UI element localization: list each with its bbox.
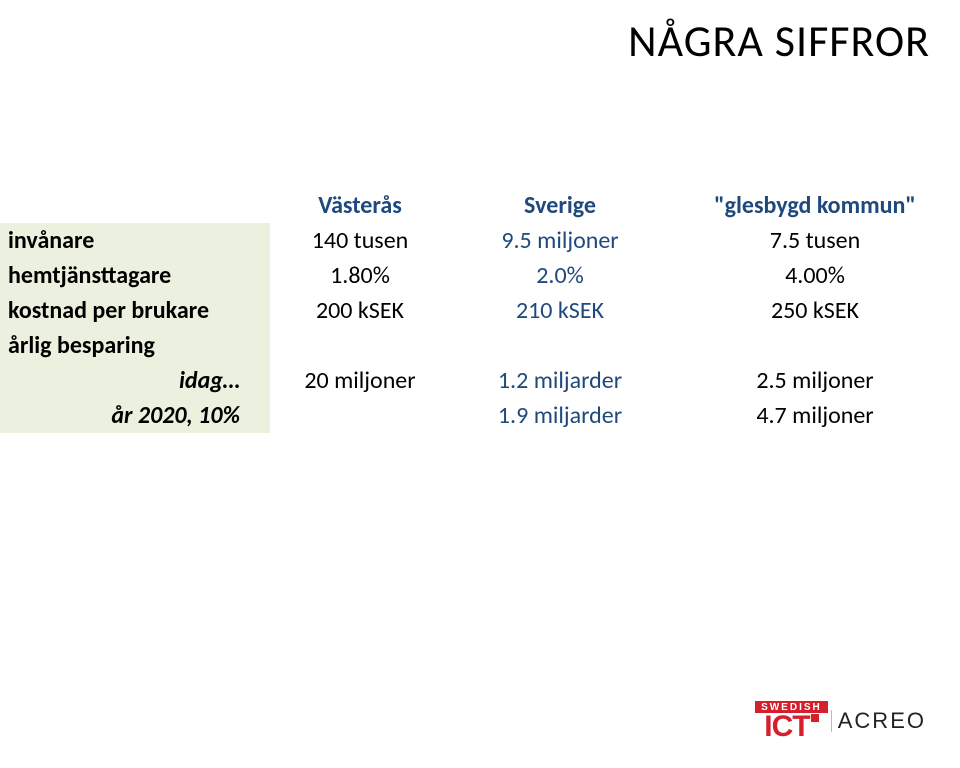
swedish-ict-logo: SWEDISH ICT [755, 701, 828, 740]
cell: 1.9 miljarder [450, 398, 670, 433]
cell: 20 miljoner [270, 363, 450, 398]
cell: 200 kSEK [270, 293, 450, 328]
cell: 4.00% [670, 258, 960, 293]
row-label: årlig besparing [0, 328, 270, 363]
row-label: invånare [0, 223, 270, 258]
cell: 2.0% [450, 258, 670, 293]
row-label: idag… [0, 363, 270, 398]
table-row: år 2020, 10% 1.9 miljarder 4.7 miljoner [0, 398, 960, 433]
logo-ict-text: ICT [764, 713, 818, 740]
table-row: hemtjänsttagare 1.80% 2.0% 4.00% [0, 258, 960, 293]
cell: 7.5 tusen [670, 223, 960, 258]
table-row: kostnad per brukare 200 kSEK 210 kSEK 25… [0, 293, 960, 328]
cell: 1.2 miljarder [450, 363, 670, 398]
footer-logo: SWEDISH ICT ACREO [755, 701, 926, 740]
col-header-glesbygd: "glesbygd kommun" [670, 188, 960, 223]
cell: 4.7 miljoner [670, 398, 960, 433]
table-row: idag… 20 miljoner 1.2 miljarder 2.5 milj… [0, 363, 960, 398]
cell: 140 tusen [270, 223, 450, 258]
cell [670, 328, 960, 363]
col-header-sverige: Sverige [450, 188, 670, 223]
table-header-row: Västerås Sverige "glesbygd kommun" [0, 188, 960, 223]
row-label: kostnad per brukare [0, 293, 270, 328]
row-label: år 2020, 10% [0, 398, 270, 433]
cell: 1.80% [270, 258, 450, 293]
data-table: Västerås Sverige "glesbygd kommun" invån… [0, 188, 960, 433]
table-row: årlig besparing [0, 328, 960, 363]
col-header-vasteras: Västerås [270, 188, 450, 223]
cell [270, 398, 450, 433]
cell [450, 328, 670, 363]
cell: 9.5 miljoner [450, 223, 670, 258]
cell [270, 328, 450, 363]
page-title: NÅGRA SIFFROR [628, 14, 930, 68]
cell: 250 kSEK [670, 293, 960, 328]
cell: 2.5 miljoner [670, 363, 960, 398]
row-label: hemtjänsttagare [0, 258, 270, 293]
cell: 210 kSEK [450, 293, 670, 328]
table-row: invånare 140 tusen 9.5 miljoner 7.5 tuse… [0, 223, 960, 258]
logo-acreo-text: ACREO [838, 708, 926, 734]
logo-square-icon [811, 714, 819, 722]
